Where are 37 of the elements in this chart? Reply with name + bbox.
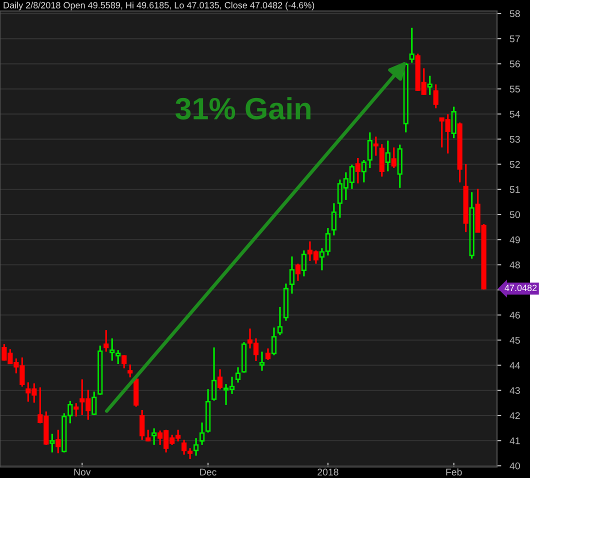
y-tick-label: 50 (510, 211, 520, 218)
x-tick-label: Feb (446, 468, 462, 476)
candlestick (217, 368, 223, 390)
candlestick (385, 140, 390, 172)
candlestick (193, 437, 199, 457)
y-tick-label: 40 (510, 462, 520, 470)
y-tick-label: 41 (510, 437, 520, 444)
candlestick (283, 282, 289, 322)
y-tick-label: 58 (510, 10, 520, 18)
y-tick-label: 55 (510, 86, 520, 93)
annotation: 31% Gain (175, 97, 310, 120)
y-tick-label: 45 (510, 336, 520, 344)
candlestick (289, 256, 295, 294)
chart-title: Daily 2/8/2018 Open 49.5589, Hi 49.6185, Lo 47.0135, Close 47.0482 (-4.6%) (4, 2, 314, 10)
y-tick-label: 54 (510, 110, 520, 118)
candlestick (152, 427, 157, 446)
x-tick-label: 2018 (318, 468, 338, 476)
text: 47.0482 (504, 284, 537, 292)
y-tick-label: 52 (510, 160, 520, 168)
y-tick-label: 46 (510, 312, 520, 319)
y-tick-label: 42 (510, 412, 520, 420)
y-tick-label: 48 (510, 261, 520, 268)
x-tick-label: Nov (74, 468, 91, 476)
x-tick-label: Dec (200, 468, 216, 476)
y-tick-label: 51 (510, 186, 520, 193)
y-tick-label: 49 (510, 236, 520, 244)
candlestick (463, 163, 468, 233)
candlestick (199, 422, 205, 446)
y-tick-label: 56 (510, 60, 520, 68)
candlestick (259, 350, 265, 372)
y-tick-label: 43 (510, 387, 520, 394)
y-tick-label: 53 (510, 136, 520, 143)
candlestick (301, 250, 307, 278)
candlestick (331, 202, 336, 236)
y-tick-label: 57 (510, 35, 520, 42)
candlestick (235, 366, 241, 384)
y-tick-label: 44 (510, 362, 520, 369)
